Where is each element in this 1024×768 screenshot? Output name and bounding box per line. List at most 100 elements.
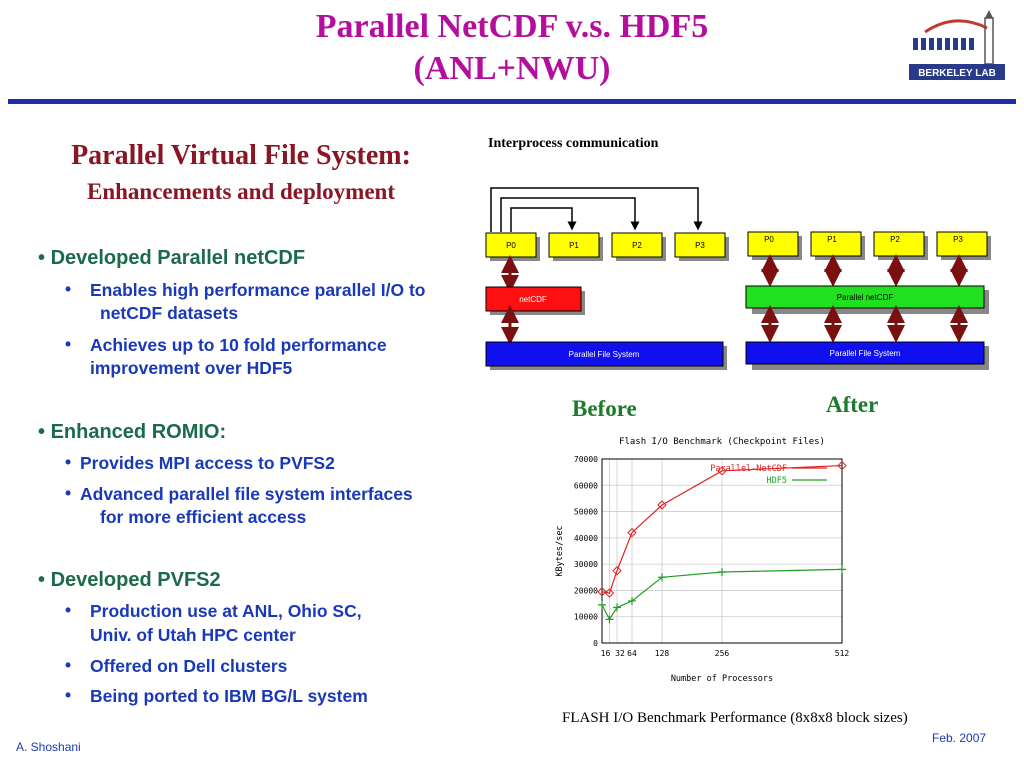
x-tick-label: 512	[835, 649, 850, 658]
process-box	[936, 231, 988, 257]
logo-text: BERKELEY LAB	[918, 68, 996, 79]
bullet-text: Developed PVFS2	[50, 569, 221, 591]
netcdf-label: netCDF	[519, 295, 547, 304]
ipc-label: Interprocess communication	[488, 136, 659, 151]
y-tick-label: 30000	[574, 560, 598, 569]
data-point	[605, 615, 614, 624]
y-tick-label: 10000	[574, 613, 598, 622]
data-point	[613, 603, 621, 612]
y-tick-label: 50000	[574, 508, 598, 517]
slide-title-sub: (ANL+NWU)	[413, 50, 611, 87]
sub-bullet-text: Being ported to IBM BG/L system	[90, 686, 368, 706]
x-tick-label: 64	[627, 649, 637, 658]
sub-bullet-marker: •	[65, 334, 72, 354]
after-label: After	[826, 392, 879, 417]
process-label: P1	[569, 241, 579, 250]
bullet-item: • Enhanced ROMIO:	[38, 421, 227, 443]
sub-bullet-text: improvement over HDF5	[90, 358, 293, 378]
legend-label: HDF5	[767, 476, 787, 486]
data-point	[658, 573, 666, 582]
data-point	[718, 568, 726, 577]
y-tick-label: 70000	[574, 455, 598, 464]
bullet-text: Developed Parallel netCDF	[50, 247, 306, 269]
sub-bullet-marker: •	[65, 655, 72, 675]
y-tick-label: 60000	[574, 481, 598, 490]
fs-label-before: Parallel File System	[569, 350, 640, 359]
fs-box-after	[745, 341, 985, 365]
sub-bullet-text: for more efficient access	[100, 507, 307, 527]
process-box	[747, 231, 799, 257]
berkeley-lab-logo: BERKELEY LAB	[909, 10, 1005, 80]
before-process-row: P0 P1 P2 P3	[485, 232, 729, 261]
data-point	[628, 596, 636, 605]
after-io-arrows-top	[761, 254, 968, 287]
process-label: P0	[764, 235, 774, 244]
sub-bullet-text: Offered on Dell clusters	[90, 656, 288, 676]
x-tick-label: 32	[615, 649, 625, 658]
parallel-netcdf-box	[745, 285, 985, 309]
sub-bullet-text: netCDF datasets	[100, 303, 239, 323]
y-axis-label: KBytes/sec	[555, 525, 565, 576]
data-point	[717, 466, 727, 476]
title-divider	[8, 99, 1016, 104]
data-point	[598, 600, 606, 609]
process-label: P3	[953, 235, 963, 244]
sub-bullet-text: Achieves up to 10 fold performance	[90, 335, 387, 355]
fs-box-before	[485, 341, 724, 367]
footer-date: Feb. 2007	[932, 731, 987, 745]
data-point	[612, 566, 622, 576]
process-label: P2	[890, 235, 900, 244]
process-box	[485, 232, 537, 258]
bullet-item: • Developed PVFS2	[38, 569, 221, 591]
sub-bullet-marker: •	[65, 452, 72, 472]
process-label: P1	[827, 235, 837, 244]
after-process-row: P0 P1 P2 P3	[747, 231, 991, 260]
architecture-diagram: P0 P1 P2 P3 netCDF Parallel File System …	[485, 187, 991, 370]
data-point	[604, 588, 615, 598]
process-box	[674, 232, 726, 258]
series-line	[601, 464, 843, 594]
ipc-connectors	[490, 187, 703, 232]
x-tick-label: 128	[655, 649, 670, 658]
chart-title: Flash I/O Benchmark (Checkpoint Files)	[619, 437, 825, 447]
flash-io-chart: Flash I/O Benchmark (Checkpoint Files)01…	[555, 437, 850, 684]
sub-bullet-marker: •	[65, 279, 72, 299]
x-tick-label: 16	[601, 649, 611, 658]
before-label: Before	[572, 396, 637, 421]
data-point	[657, 500, 667, 510]
fs-label-after: Parallel File System	[830, 349, 901, 358]
data-point	[627, 527, 637, 538]
sub-bullet-marker: •	[65, 483, 72, 503]
sub-bullet-marker: •	[65, 685, 72, 705]
parallel-netcdf-label: Parallel netCDF	[837, 293, 894, 302]
sub-bullet-text: Advanced parallel file system interfaces	[80, 484, 413, 504]
y-tick-label: 20000	[574, 586, 598, 595]
bullet-text: Enhanced ROMIO:	[50, 421, 227, 443]
plot-frame	[601, 458, 843, 644]
sub-bullet-marker: •	[65, 600, 72, 620]
x-axis-label: Number of Processors	[671, 674, 773, 684]
sub-bullet-text: Univ. of Utah HPC center	[90, 625, 296, 645]
process-label: P3	[695, 241, 705, 250]
slide-title: Parallel NetCDF v.s. HDF5	[315, 8, 709, 45]
x-tick-label: 256	[715, 649, 730, 658]
sub-bullet-text: Enables high performance parallel I/O to	[90, 280, 426, 300]
sub-bullet-text: Provides MPI access to PVFS2	[80, 453, 335, 473]
y-tick-label: 0	[593, 639, 598, 648]
chart-caption: FLASH I/O Benchmark Performance (8x8x8 b…	[562, 710, 908, 726]
process-box	[611, 232, 663, 258]
footer-author: A. Shoshani	[16, 740, 81, 754]
process-box	[548, 232, 600, 258]
bullet-item: • Developed Parallel netCDF	[38, 247, 306, 269]
section-title: Parallel Virtual File System:	[71, 140, 411, 171]
y-tick-label: 40000	[574, 534, 598, 543]
sub-bullet-text: Production use at ANL, Ohio SC,	[90, 601, 362, 621]
process-label: P0	[506, 241, 516, 250]
data-point	[837, 460, 847, 471]
section-subtitle: Enhancements and deployment	[87, 179, 395, 204]
data-point	[597, 587, 607, 597]
after-io-arrows-bottom	[761, 305, 968, 343]
data-point	[838, 565, 846, 574]
process-label: P2	[632, 241, 642, 250]
legend-label: Parallel-NetCDF	[710, 464, 787, 474]
